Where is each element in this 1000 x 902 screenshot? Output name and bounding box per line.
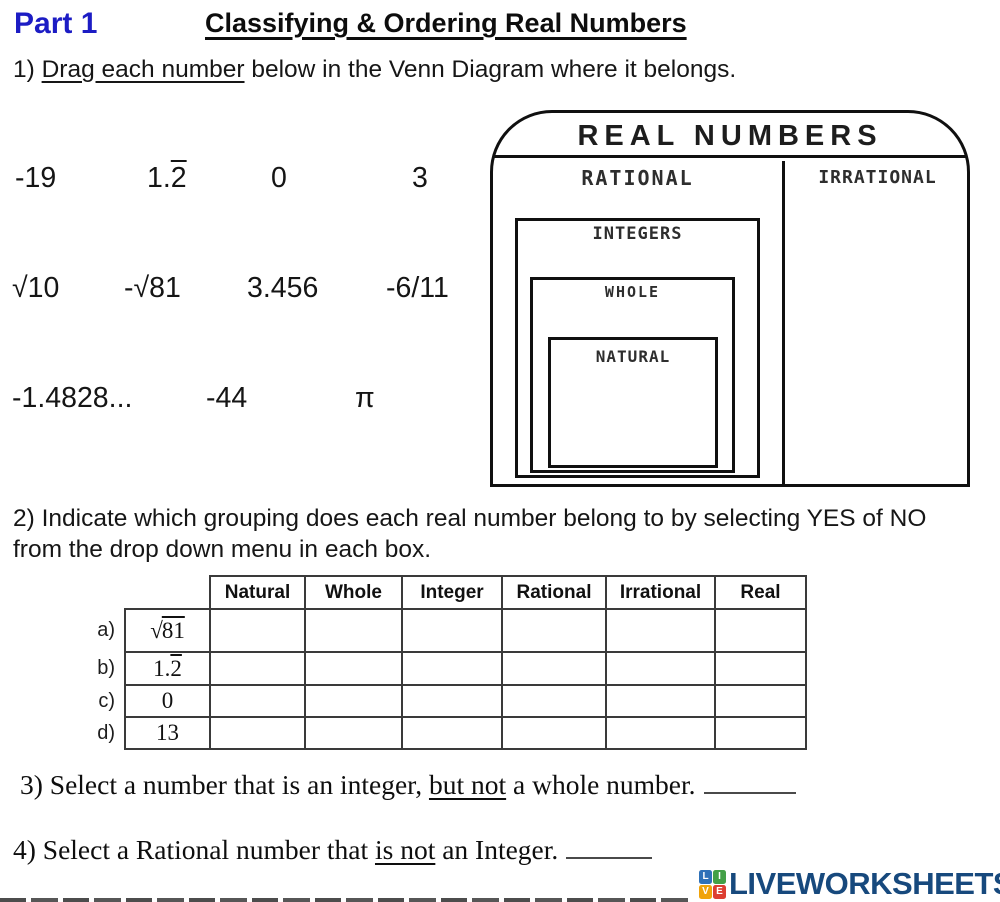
page-title: Classifying & Ordering Real Numbers bbox=[205, 8, 687, 38]
venn-whole-label: WHOLE bbox=[604, 283, 661, 301]
table-row: a) √81 bbox=[88, 608, 807, 653]
yesno-cell-b-natural[interactable] bbox=[209, 651, 306, 686]
row-number-1-2-repeating: 1.2 bbox=[124, 651, 211, 686]
yesno-cell-a-natural[interactable] bbox=[209, 608, 306, 653]
drag-number-3[interactable]: 3 bbox=[412, 162, 428, 194]
row-label-a: a) bbox=[97, 619, 115, 641]
brand-name: LIVEWORKSHEETS bbox=[729, 866, 1000, 901]
question3: 3) Select a number that is an integer, b… bbox=[20, 769, 796, 801]
logo-square-v: V bbox=[699, 884, 712, 899]
liveworksheets-icon: L I V E bbox=[699, 869, 726, 899]
q3-answer-blank[interactable] bbox=[703, 770, 796, 794]
venn-title: REAL NUMBERS bbox=[493, 113, 967, 158]
venn-irrational-zone[interactable]: IRRATIONAL bbox=[788, 161, 967, 487]
part-label: Part 1 bbox=[14, 7, 98, 40]
drag-number--19[interactable]: -19 bbox=[15, 162, 57, 194]
venn-rational-zone[interactable]: RATIONAL bbox=[493, 161, 785, 487]
col-header-whole: Whole bbox=[304, 575, 403, 610]
logo-square-l: L bbox=[699, 869, 712, 884]
venn-integers-label: INTEGERS bbox=[592, 224, 683, 244]
question2-instruction: 2) Indicate which grouping does each rea… bbox=[13, 503, 926, 565]
table-row: c) 0 bbox=[88, 684, 807, 718]
row-number-13: 13 bbox=[124, 716, 211, 750]
row-label-b: b) bbox=[97, 657, 115, 679]
venn-irrational-label: IRRATIONAL bbox=[818, 167, 937, 188]
drag-number-neg-44[interactable]: -44 bbox=[206, 382, 248, 414]
venn-natural-label: NATURAL bbox=[595, 347, 671, 366]
liveworksheets-logo: L I V E LIVEWORKSHEETS bbox=[699, 866, 1000, 902]
row-number-0: 0 bbox=[124, 684, 211, 718]
q2-line2: from the drop down menu in each box. bbox=[13, 536, 432, 563]
col-header-natural: Natural bbox=[209, 575, 306, 610]
drag-number-neg-sqrt81[interactable]: -√81 bbox=[124, 272, 181, 304]
drag-number-0[interactable]: 0 bbox=[271, 162, 287, 194]
logo-square-e: E bbox=[713, 884, 726, 899]
logo-square-i: I bbox=[713, 869, 726, 884]
q4-answer-blank[interactable] bbox=[566, 835, 653, 859]
classification-table: Natural Whole Integer Rational Irrationa… bbox=[88, 575, 807, 750]
venn-rational-label: RATIONAL bbox=[581, 166, 694, 190]
table-row: d) 13 bbox=[88, 716, 807, 750]
venn-diagram: REAL NUMBERS RATIONAL IRRATIONAL INTEGER… bbox=[490, 110, 970, 487]
yesno-cell-d-whole[interactable] bbox=[304, 716, 403, 750]
yesno-cell-b-irrational[interactable] bbox=[605, 651, 716, 686]
drag-number-3-456[interactable]: 3.456 bbox=[247, 272, 319, 304]
drag-number-sqrt10[interactable]: √10 bbox=[12, 272, 60, 304]
yesno-cell-c-natural[interactable] bbox=[209, 684, 306, 718]
drag-number-neg-6-11[interactable]: -6/11 bbox=[386, 272, 449, 304]
yesno-cell-c-whole[interactable] bbox=[304, 684, 403, 718]
col-header-rational: Rational bbox=[501, 575, 607, 610]
yesno-cell-c-real[interactable] bbox=[714, 684, 807, 718]
yesno-cell-c-rational[interactable] bbox=[501, 684, 607, 718]
yesno-cell-a-irrational[interactable] bbox=[605, 608, 716, 653]
col-header-irrational: Irrational bbox=[605, 575, 716, 610]
drag-number-pi[interactable]: π bbox=[355, 382, 375, 414]
venn-natural-zone[interactable]: NATURAL bbox=[548, 337, 718, 468]
yesno-cell-d-integer[interactable] bbox=[401, 716, 503, 750]
yesno-cell-d-real[interactable] bbox=[714, 716, 807, 750]
cutoff-text-strip bbox=[0, 898, 692, 902]
q2-line1: 2) Indicate which grouping does each rea… bbox=[13, 505, 927, 532]
yesno-cell-b-whole[interactable] bbox=[304, 651, 403, 686]
drag-number-neg-1-4828[interactable]: -1.4828... bbox=[12, 382, 133, 414]
yesno-cell-b-real[interactable] bbox=[714, 651, 807, 686]
q1-rest: below in the Venn Diagram where it belon… bbox=[244, 56, 737, 83]
col-header-integer: Integer bbox=[401, 575, 503, 610]
question4: 4) Select a Rational number that is not … bbox=[13, 834, 653, 866]
row-label-d: d) bbox=[97, 721, 115, 744]
yesno-cell-a-real[interactable] bbox=[714, 608, 807, 653]
drag-number-1-2-repeating[interactable]: 1.2 bbox=[147, 162, 187, 194]
yesno-cell-b-rational[interactable] bbox=[501, 651, 607, 686]
yesno-cell-a-rational[interactable] bbox=[501, 608, 607, 653]
yesno-cell-b-integer[interactable] bbox=[401, 651, 503, 686]
yesno-cell-a-whole[interactable] bbox=[304, 608, 403, 653]
yesno-cell-c-integer[interactable] bbox=[401, 684, 503, 718]
yesno-cell-d-rational[interactable] bbox=[501, 716, 607, 750]
yesno-cell-a-integer[interactable] bbox=[401, 608, 503, 653]
col-header-real: Real bbox=[714, 575, 807, 610]
row-number-sqrt81: √81 bbox=[124, 608, 211, 653]
yesno-cell-d-irrational[interactable] bbox=[605, 716, 716, 750]
question1-instruction: 1) Drag each number below in the Venn Di… bbox=[13, 56, 736, 84]
yesno-cell-d-natural[interactable] bbox=[209, 716, 306, 750]
yesno-cell-c-irrational[interactable] bbox=[605, 684, 716, 718]
q1-drag-phrase: Drag each number bbox=[41, 56, 245, 83]
table-row: b) 1.2 bbox=[88, 651, 807, 686]
q1-prefix: 1) bbox=[13, 56, 42, 83]
row-label-c: c) bbox=[98, 689, 115, 712]
